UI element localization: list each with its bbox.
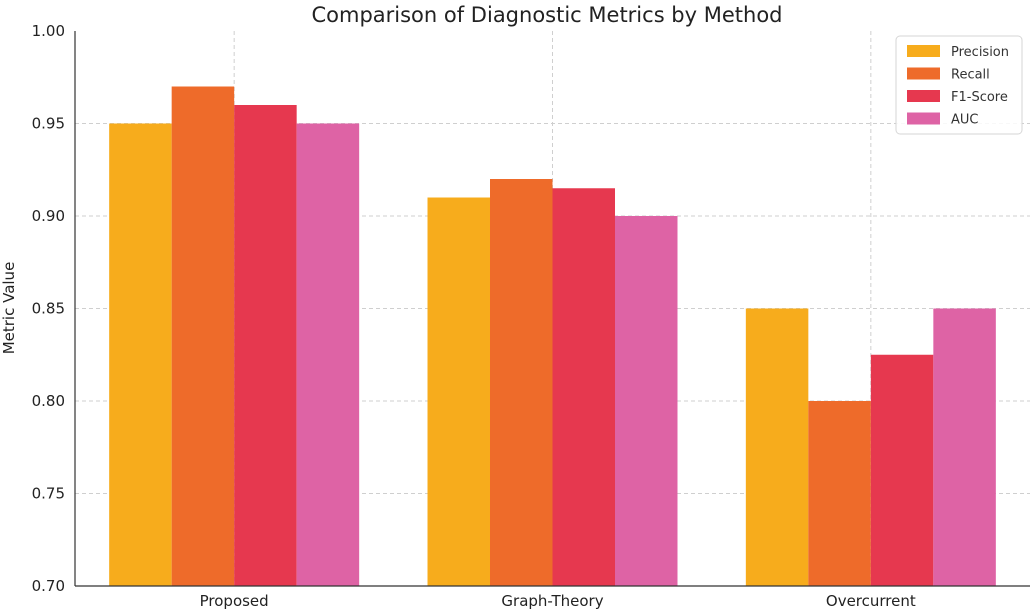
legend: Precision Recall F1-Score AUC bbox=[895, 35, 1023, 135]
bar-auc-graph-theory bbox=[615, 216, 678, 586]
y-axis-label: Metric Value bbox=[0, 262, 18, 355]
y-ticks: 0.70 0.75 0.80 0.85 0.90 0.95 1.00 bbox=[32, 22, 65, 595]
bar-precision-graph-theory bbox=[427, 197, 490, 586]
x-tick-label: Overcurrent bbox=[826, 592, 916, 610]
y-tick-label: 0.95 bbox=[32, 115, 65, 133]
y-tick-label: 0.85 bbox=[32, 300, 65, 318]
bar-precision-overcurrent bbox=[745, 308, 809, 586]
y-tick-label: 0.70 bbox=[32, 577, 65, 595]
bar-recall-overcurrent bbox=[808, 401, 871, 586]
x-tick-label: Proposed bbox=[200, 592, 269, 610]
bar-auc-proposed bbox=[296, 123, 360, 586]
bar-recall-graph-theory bbox=[490, 179, 553, 586]
bar-precision-proposed bbox=[109, 123, 172, 586]
legend-frame bbox=[895, 35, 1023, 135]
legend-swatch bbox=[907, 90, 940, 102]
legend-swatch bbox=[907, 112, 940, 125]
legend-label: AUC bbox=[951, 113, 979, 128]
legend-swatch bbox=[907, 45, 940, 57]
x-ticks: Proposed Graph-Theory Overcurrent bbox=[200, 592, 916, 610]
legend-label: F1-Score bbox=[951, 90, 1008, 105]
chart-title: Comparison of Diagnostic Metrics by Meth… bbox=[311, 3, 782, 27]
bars bbox=[109, 86, 996, 586]
y-tick-label: 0.90 bbox=[32, 207, 65, 225]
legend-swatch bbox=[907, 67, 940, 80]
legend-label: Recall bbox=[951, 68, 990, 83]
bar-auc-overcurrent bbox=[933, 308, 996, 586]
bar-f1-score-proposed bbox=[234, 105, 297, 586]
x-tick-label: Graph-Theory bbox=[501, 592, 603, 610]
y-tick-label: 0.80 bbox=[32, 392, 65, 410]
y-tick-label: 0.75 bbox=[32, 485, 65, 503]
bar-f1-score-overcurrent bbox=[870, 354, 934, 586]
legend-label: Precision bbox=[951, 45, 1009, 60]
y-tick-label: 1.00 bbox=[32, 22, 65, 40]
axes bbox=[74, 31, 1030, 587]
bar-f1-score-graph-theory bbox=[552, 188, 615, 586]
bar-recall-proposed bbox=[171, 86, 235, 586]
